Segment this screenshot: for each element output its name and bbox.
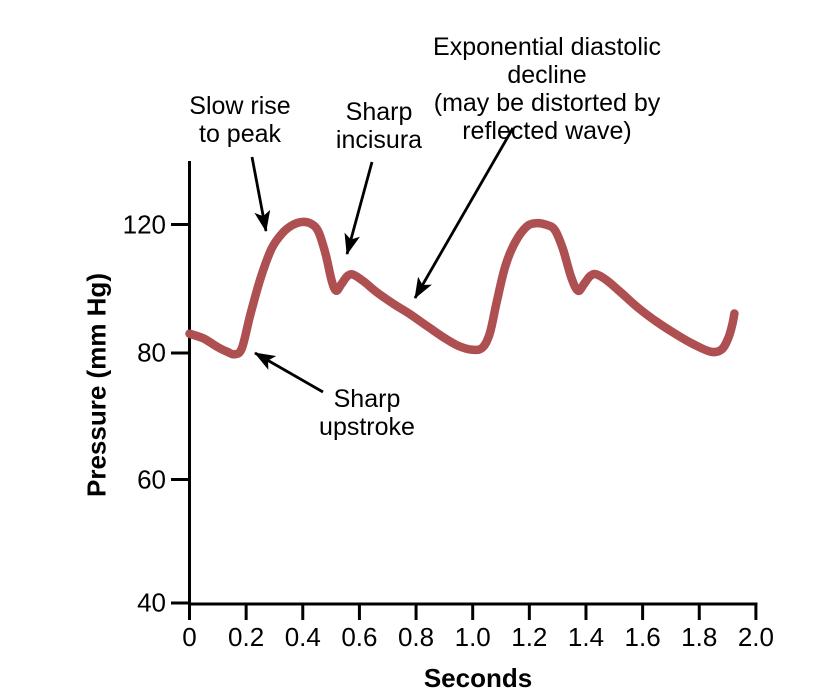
x-tick-label: 1.6	[624, 622, 661, 652]
annotation-sharp-upstroke: Sharp upstroke	[319, 385, 415, 441]
sharp-incisura-arrow	[344, 161, 374, 255]
x-axis-title: Seconds	[423, 663, 533, 693]
x-tick-label: 0.6	[341, 622, 378, 652]
x-tick-label: 1.0	[454, 622, 491, 652]
y-tick-label: 120	[122, 209, 166, 239]
sharp-upstroke-arrow	[254, 351, 324, 394]
x-tick-label: 0	[182, 622, 197, 652]
annotation-exponential-diastolic-decline: Exponential diastolic decline (may be di…	[433, 33, 661, 145]
exponential-decline-arrow	[413, 127, 515, 299]
x-tick-label: 0.2	[228, 622, 265, 652]
x-tick-label: 2.0	[737, 622, 774, 652]
slow-rise-arrow	[250, 156, 271, 232]
y-tick-label: 60	[137, 464, 166, 494]
x-tick-label: 0.4	[284, 622, 321, 652]
annotation-arrows	[250, 127, 515, 394]
y-axis-title: Pressure (mm Hg)	[81, 273, 112, 497]
axis-ticks	[171, 223, 758, 620]
x-tick-label: 1.4	[567, 622, 605, 652]
x-tick-label: 1.8	[681, 622, 718, 652]
annotation-slow-rise-to-peak: Slow rise to peak	[189, 92, 291, 148]
annotation-sharp-incisura: Sharp incisura	[335, 98, 423, 154]
pressure-curve	[185, 217, 739, 359]
x-tick-label: 1.2	[511, 622, 548, 652]
x-tick-label: 0.8	[397, 622, 435, 652]
y-tick-label: 80	[137, 337, 166, 368]
y-tick-label: 40	[137, 587, 166, 618]
